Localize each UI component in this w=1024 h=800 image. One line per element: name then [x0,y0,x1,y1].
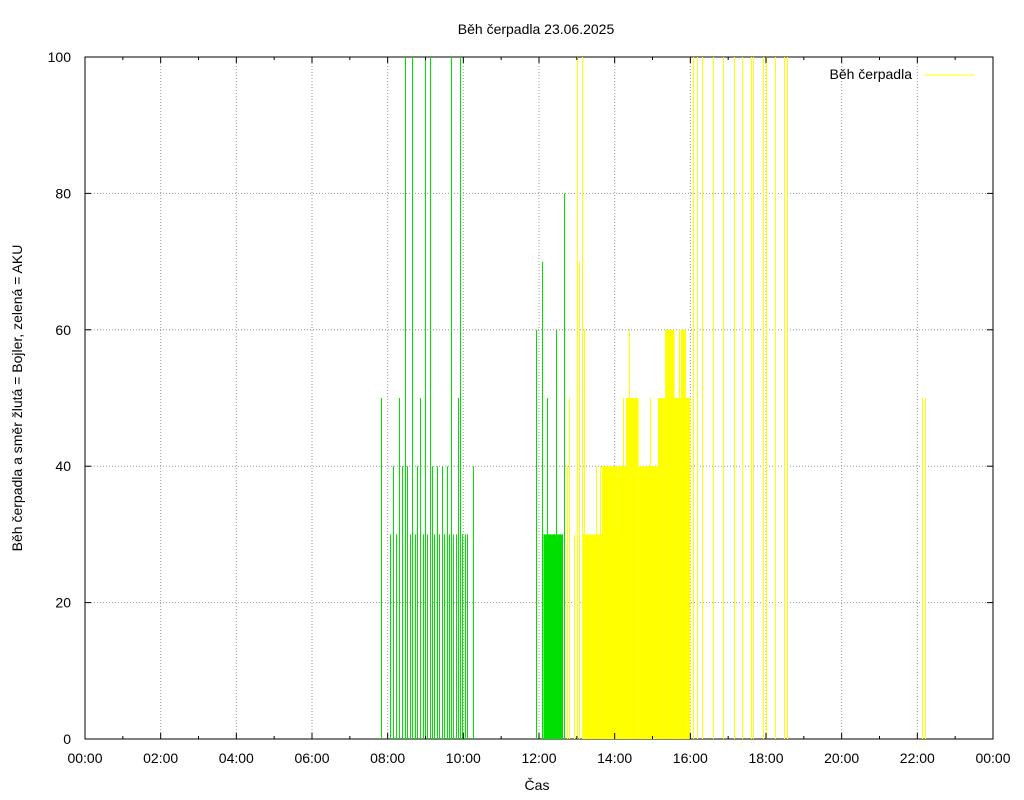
x-tick-label: 14:00 [597,750,632,766]
x-tick-label: 00:00 [975,750,1010,766]
y-tick-label: 60 [55,322,71,338]
axis-ticks: 00:00 02:00 04:00 06:00 08:00 10:00 12:00 14:00… [48,49,1011,766]
data-bars [381,57,926,739]
x-tick-label: 20:00 [824,750,859,766]
y-tick-label: 100 [48,49,72,65]
x-tick-label: 06:00 [294,750,329,766]
x-tick-label: 04:00 [219,750,254,766]
x-tick-label: 22:00 [900,750,935,766]
y-tick-label: 40 [55,458,71,474]
legend: Běh čerpadla [829,66,974,82]
x-tick-label: 12:00 [521,750,556,766]
bojler-run-block [658,398,666,739]
y-tick-label: 0 [63,731,71,747]
x-axis-label: Čas [525,777,550,793]
x-tick-label: 18:00 [748,750,783,766]
bojler-run-block [602,466,618,739]
bojler-run-block [638,466,659,739]
bojler-run-block [626,398,639,739]
x-tick-label: 00:00 [67,750,102,766]
bojler-run-block [680,329,686,739]
grid-lines [85,57,993,739]
y-tick-label: 80 [55,185,71,201]
bojler-run-block [617,466,627,739]
x-tick-label: 08:00 [370,750,405,766]
x-tick-label: 02:00 [143,750,178,766]
x-tick-label: 16:00 [673,750,708,766]
y-tick-label: 20 [55,595,71,611]
x-tick-label: 10:00 [446,750,481,766]
chart-title: Běh čerpadla 23.06.2025 [458,21,615,37]
bojler-run-block [665,329,675,739]
y-axis-label: Běh čerpadla a směr žlutá = Bojler, zele… [9,245,25,552]
bojler-run-block [674,398,681,739]
legend-label: Běh čerpadla [829,66,912,82]
bojler-run-block [685,398,691,739]
bojler-run-block [583,534,599,739]
